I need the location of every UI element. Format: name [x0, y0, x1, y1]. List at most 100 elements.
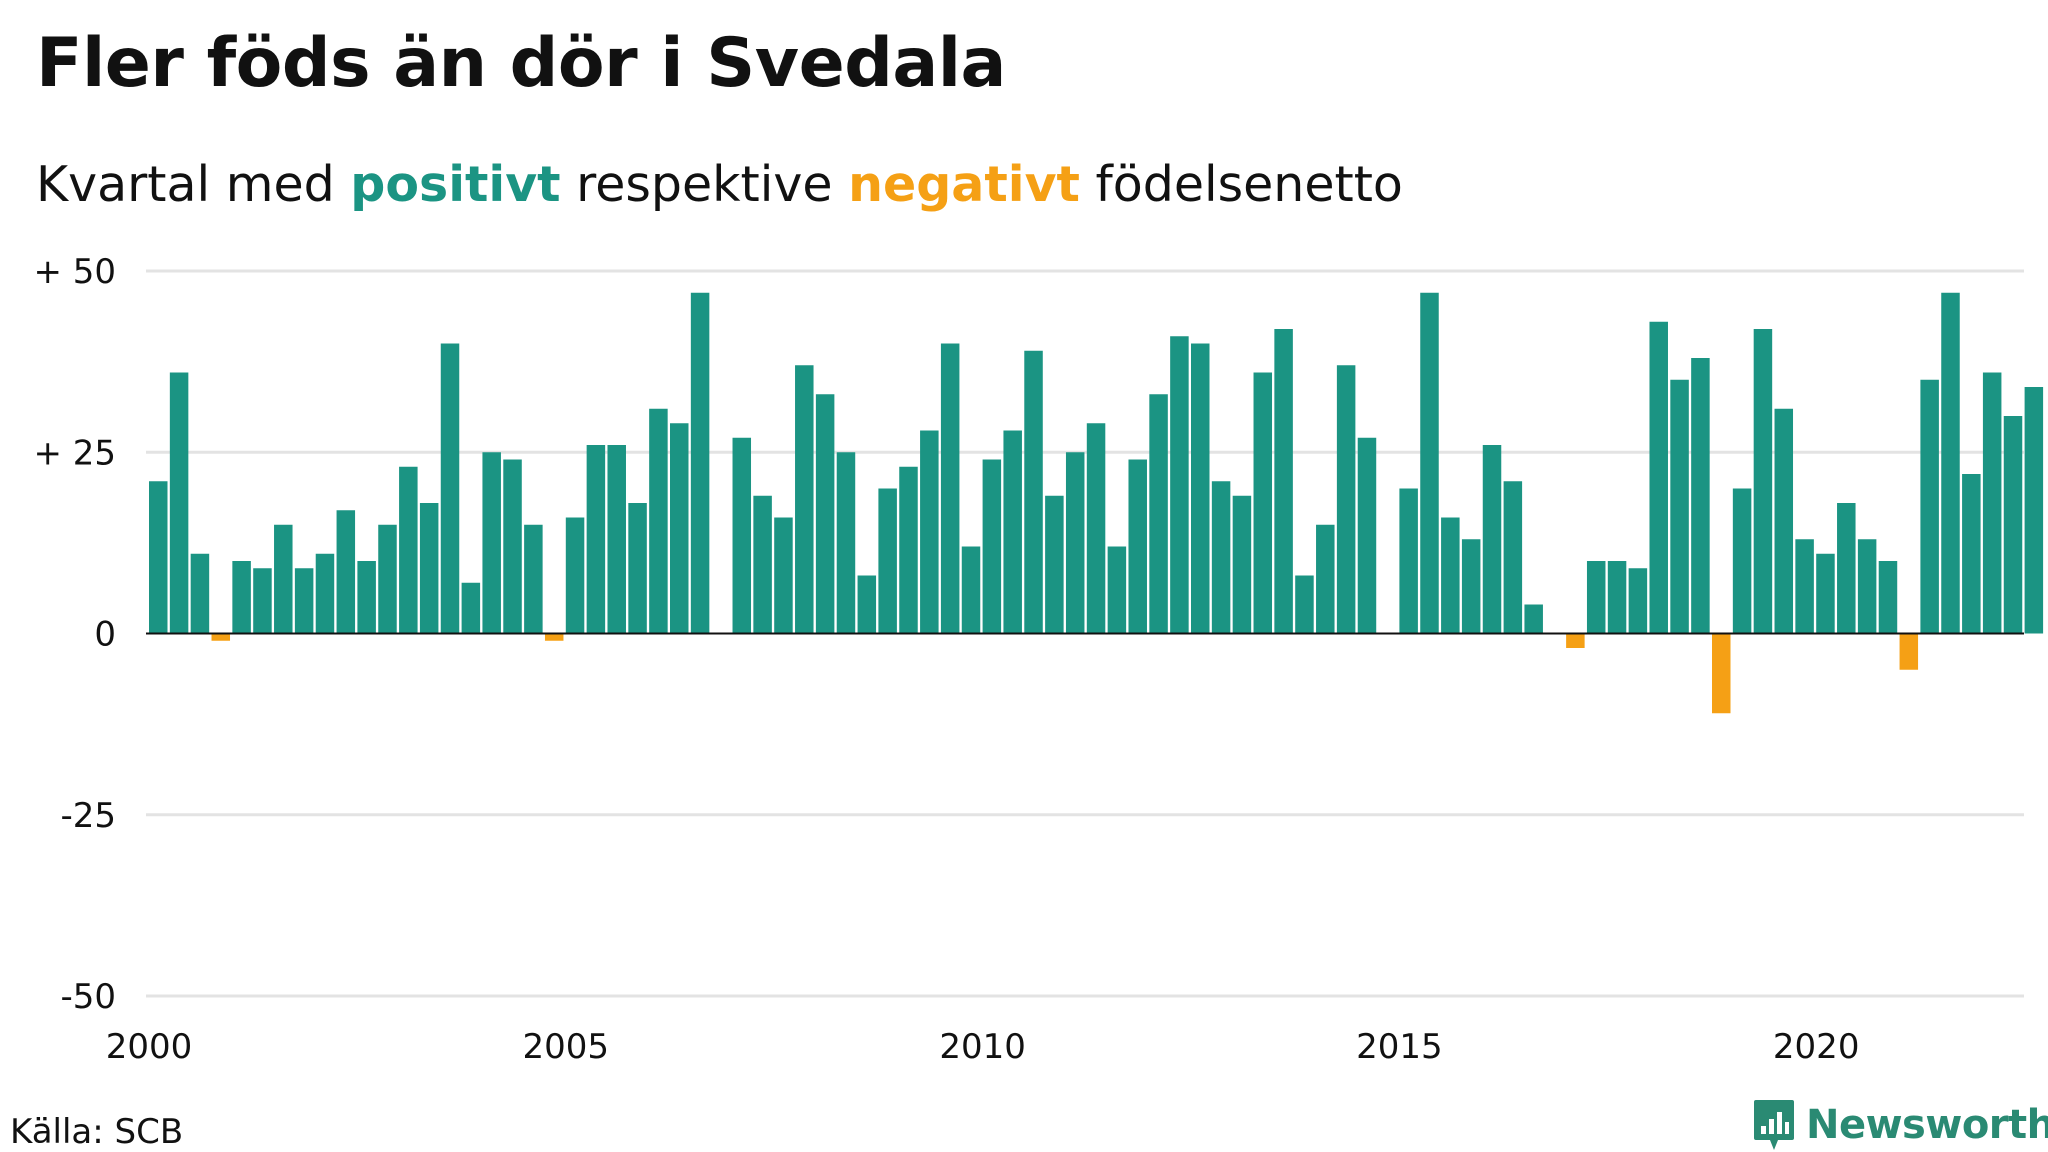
x-tick-label: 2015 [1356, 1027, 1443, 1067]
bar-positive [1691, 358, 1710, 634]
bar-positive [1232, 495, 1252, 634]
bar-positive [1628, 568, 1648, 634]
y-tick-label: + 25 [33, 433, 116, 473]
bar-positive [1732, 488, 1752, 634]
bar-positive [1482, 445, 1502, 634]
bar-positive [1962, 474, 1981, 634]
bar-positive [169, 372, 189, 634]
bar-positive [482, 452, 501, 634]
subtitle-text-1: Kvartal med [36, 156, 351, 213]
bar-positive [815, 394, 835, 634]
bar-positive [1003, 430, 1022, 634]
subtitle-positive-label: positivt [350, 156, 561, 213]
bar-positive [1461, 539, 1481, 634]
bar-positive [1399, 488, 1418, 634]
bar-positive [1149, 394, 1168, 634]
bar-positive [274, 524, 293, 634]
bar-positive [2024, 387, 2044, 634]
bar-positive [357, 561, 376, 634]
source-note: Källa: SCB [10, 1112, 184, 1152]
x-axis-labels: 2000 2005 2010 2015 2020 [106, 1027, 1860, 1067]
bar-positive [628, 503, 647, 634]
bar-positive [2003, 416, 2023, 634]
bar-negative [1899, 633, 1919, 670]
bar-positive [1878, 561, 1898, 634]
bars [149, 292, 2044, 714]
bar-positive [1795, 539, 1814, 634]
bar-positive [857, 575, 877, 634]
bar-positive [1649, 321, 1668, 634]
bar-positive [1753, 329, 1773, 634]
bar-positive [607, 445, 626, 634]
bar-positive [586, 445, 606, 634]
bar-positive [1086, 423, 1106, 634]
subtitle-text-3: födelsenetto [1079, 156, 1403, 213]
x-tick-label: 2020 [1773, 1027, 1860, 1067]
grid-lines [146, 269, 2024, 998]
bar-positive [1316, 524, 1335, 634]
x-tick-label: 2000 [106, 1027, 193, 1067]
y-tick-label: + 50 [33, 252, 116, 292]
bar-positive [503, 459, 522, 634]
bar-positive [1295, 575, 1314, 634]
bar-positive [920, 430, 939, 634]
bar-positive [419, 503, 439, 634]
y-tick-label: -50 [60, 977, 116, 1017]
bar-positive [461, 582, 481, 634]
y-tick-label: -25 [60, 796, 116, 836]
x-tick-label: 2010 [939, 1027, 1026, 1067]
bar-positive [1920, 379, 1939, 634]
bar-positive [149, 481, 168, 634]
bar-negative [1712, 633, 1731, 714]
bar-negative [1566, 633, 1585, 648]
bar-positive [1191, 343, 1210, 634]
bar-positive [1503, 481, 1523, 634]
bar-positive [1045, 495, 1064, 634]
bar-positive [1170, 336, 1189, 634]
bar-positive [1941, 292, 1960, 634]
bar-positive [1357, 437, 1377, 634]
bar-positive [649, 408, 668, 634]
bar-positive [1107, 546, 1127, 634]
bar-positive [1982, 372, 2002, 634]
bar-positive [440, 343, 460, 634]
subtitle-text-2: respektive [560, 156, 849, 213]
bar-positive [1837, 503, 1856, 634]
bar-positive [399, 466, 418, 634]
bar-positive [836, 452, 856, 634]
bar-negative [544, 633, 564, 641]
bar-positive [670, 423, 689, 634]
bar-positive [232, 561, 251, 634]
bar-positive [774, 517, 793, 634]
bar-positive [1420, 292, 1439, 634]
bar-positive [524, 524, 543, 634]
bar-positive [1857, 539, 1877, 634]
bar-positive [732, 437, 752, 634]
bar-positive [753, 495, 772, 634]
bar-positive [378, 524, 397, 634]
bar-positive [565, 517, 585, 634]
bar-positive [1336, 365, 1356, 634]
bar-positive [1586, 561, 1606, 634]
bar-positive [1607, 561, 1627, 634]
bar-positive [961, 546, 981, 634]
brand-name: Newsworthy [1806, 1102, 2048, 1148]
bar-positive [1024, 350, 1043, 634]
bar-positive [899, 466, 918, 634]
bar-positive [690, 292, 710, 634]
y-axis-labels: + 50 + 25 0 -25 -50 [33, 252, 116, 1017]
bar-positive [1211, 481, 1231, 634]
bar-positive [253, 568, 272, 634]
bar-positive [1065, 452, 1085, 634]
chart-title: Fler föds än dör i Svedala [36, 24, 1006, 103]
bar-positive [940, 343, 960, 634]
bar-positive [294, 568, 314, 634]
bar-positive [315, 553, 335, 634]
bar-positive [982, 459, 1002, 634]
newsworthy-logo-icon [1754, 1100, 1794, 1150]
bar-positive [336, 510, 356, 634]
bar-positive [1774, 408, 1794, 634]
bar-positive [1670, 379, 1689, 634]
x-tick-label: 2005 [523, 1027, 610, 1067]
